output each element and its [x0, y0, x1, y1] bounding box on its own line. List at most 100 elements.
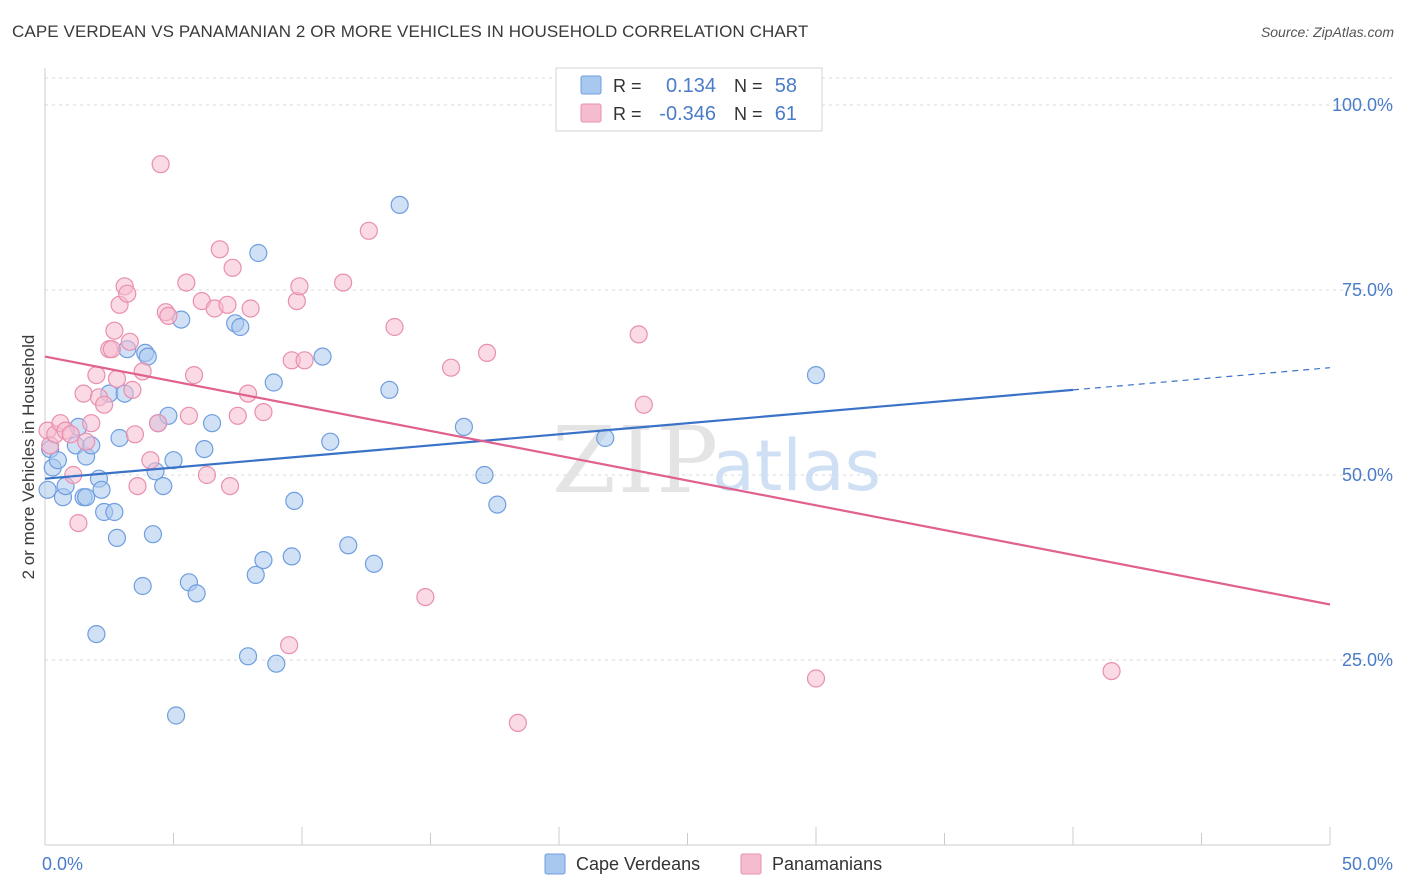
- legend-swatch-pink: [580, 103, 602, 123]
- point-cape-verdeans-54: [488, 495, 507, 514]
- point-panamanians-33: [184, 366, 204, 385]
- point-panamanians-30: [159, 306, 178, 325]
- source-label: Source: ZipAtlas.com: [1260, 24, 1394, 40]
- point-panamanians-24: [128, 477, 147, 496]
- point-panamanians-41: [228, 406, 247, 425]
- trend-line-panamanians: [44, 355, 1331, 606]
- chart-title: CAPE VERDEAN VS PANAMANIAN 2 OR MORE VEH…: [12, 22, 809, 41]
- legend-r-label-blue: R =: [613, 76, 642, 96]
- point-panamanians-8: [74, 384, 93, 403]
- watermark-atlas: atlas: [712, 425, 881, 507]
- point-cape-verdeans-33: [187, 584, 206, 603]
- point-panamanians-58: [634, 395, 653, 414]
- point-cape-verdeans-41: [254, 550, 273, 570]
- point-panamanians-56: [508, 713, 527, 733]
- point-panamanians-32: [179, 406, 199, 425]
- y-tick-label-75: 75.0%: [1342, 280, 1393, 300]
- point-cape-verdeans-27: [154, 477, 173, 496]
- point-cape-verdeans-21: [133, 576, 152, 596]
- y-tick-label-50: 50.0%: [1342, 465, 1393, 485]
- point-panamanians-39: [220, 477, 240, 496]
- point-cape-verdeans-53: [475, 465, 494, 485]
- point-cape-verdeans-57: [77, 488, 96, 507]
- point-panamanians-22: [123, 380, 142, 399]
- x-tick-label-min: 0.0%: [42, 854, 83, 874]
- point-panamanians-5: [61, 425, 80, 444]
- point-cape-verdeans-40: [249, 243, 268, 263]
- point-cape-verdeans-50: [380, 380, 399, 399]
- legend-swatch-blue: [580, 75, 602, 95]
- point-cape-verdeans-0: [38, 480, 57, 499]
- point-panamanians-59: [806, 669, 826, 688]
- point-panamanians-37: [210, 240, 229, 259]
- point-cape-verdeans-43: [267, 654, 286, 673]
- point-panamanians-26: [141, 451, 160, 470]
- point-panamanians-60: [1102, 661, 1121, 681]
- point-panamanians-55: [477, 343, 497, 362]
- point-panamanians-9: [77, 432, 96, 451]
- point-cape-verdeans-11: [87, 624, 106, 644]
- point-panamanians-57: [629, 325, 648, 344]
- point-cape-verdeans-37: [231, 317, 250, 337]
- point-cape-verdeans-3: [48, 451, 67, 470]
- point-panamanians-44: [254, 403, 273, 422]
- data-points: [38, 155, 1121, 733]
- trend-lines: [44, 355, 1331, 606]
- legend-n-label-blue: N =: [734, 76, 763, 96]
- point-panamanians-11: [87, 366, 106, 385]
- point-cape-verdeans-56: [806, 366, 826, 385]
- point-panamanians-38: [218, 295, 237, 314]
- point-cape-verdeans-13: [92, 480, 111, 499]
- point-cape-verdeans-18: [110, 428, 129, 448]
- point-panamanians-49: [295, 351, 314, 370]
- point-cape-verdeans-39: [246, 565, 265, 585]
- point-panamanians-47: [287, 292, 306, 311]
- point-panamanians-10: [82, 414, 101, 433]
- point-panamanians-17: [107, 369, 127, 388]
- trend-line-cape-verdeans: [44, 388, 1074, 480]
- point-cape-verdeans-24: [143, 525, 163, 544]
- watermark: ZIP atlas: [552, 407, 881, 514]
- x-tick-label-max: 50.0%: [1342, 854, 1393, 874]
- point-cape-verdeans-48: [339, 536, 358, 555]
- point-panamanians-20: [118, 284, 137, 303]
- point-panamanians-16: [105, 321, 124, 340]
- point-panamanians-13: [95, 395, 114, 414]
- point-cape-verdeans-17: [107, 528, 127, 548]
- point-cape-verdeans-38: [238, 647, 258, 666]
- point-panamanians-7: [69, 513, 88, 533]
- point-cape-verdeans-52: [454, 417, 474, 436]
- series-legend-swatch-panamanians: [740, 853, 762, 875]
- point-cape-verdeans-45: [285, 491, 304, 510]
- point-panamanians-40: [223, 258, 242, 277]
- point-panamanians-31: [177, 273, 196, 292]
- point-panamanians-28: [151, 155, 170, 174]
- legend-r-value-pink: -0.346: [659, 103, 716, 125]
- point-panamanians-53: [416, 587, 435, 607]
- legend-r-label-pink: R =: [613, 104, 642, 124]
- series-legend-label-panamanians: Panamanians: [772, 854, 882, 874]
- point-panamanians-52: [385, 317, 404, 337]
- y-tick-label-100: 100.0%: [1332, 95, 1393, 115]
- point-cape-verdeans-51: [390, 195, 409, 214]
- point-cape-verdeans-30: [166, 706, 186, 725]
- point-cape-verdeans-46: [313, 347, 332, 366]
- point-cape-verdeans-35: [202, 414, 222, 433]
- point-panamanians-15: [102, 340, 121, 359]
- series-legend: Cape Verdeans Panamanians: [544, 853, 882, 875]
- point-panamanians-23: [125, 425, 145, 444]
- legend-n-label-pink: N =: [734, 104, 763, 124]
- y-tick-label-25: 25.0%: [1342, 650, 1393, 670]
- point-panamanians-48: [290, 277, 309, 296]
- legend-n-value-pink: 61: [775, 103, 797, 125]
- trend-line-cape-verdeans-extension: [1072, 367, 1331, 391]
- point-panamanians-51: [359, 221, 378, 240]
- legend-n-value-blue: 58: [775, 75, 797, 97]
- series-legend-swatch-cape-verdeans: [544, 853, 566, 875]
- point-panamanians-54: [441, 358, 461, 377]
- y-axis-label: 2 or more Vehicles in Household: [19, 335, 38, 580]
- point-cape-verdeans-49: [364, 554, 384, 573]
- point-cape-verdeans-42: [264, 373, 283, 392]
- point-cape-verdeans-16: [105, 502, 124, 522]
